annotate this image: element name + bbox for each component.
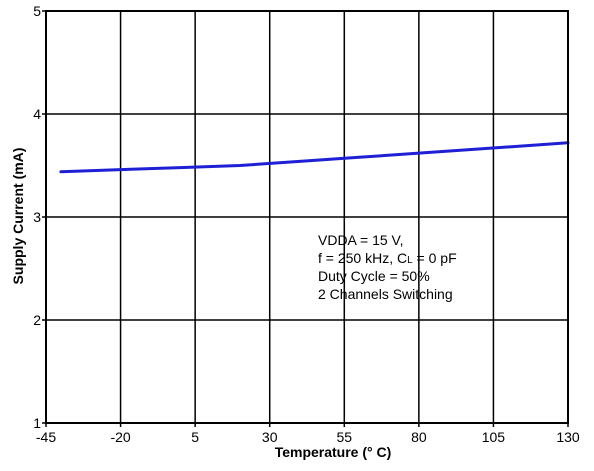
x-tick-label: -20	[110, 429, 130, 445]
y-tick-label: 3	[33, 209, 41, 225]
y-tick-label: 2	[33, 312, 41, 328]
y-axis-title: Supply Current (mA)	[10, 148, 26, 285]
x-tick-label: 30	[262, 429, 278, 445]
annotation-subscript: L	[407, 255, 413, 266]
y-tick-label: 1	[33, 415, 41, 431]
grid	[46, 11, 568, 423]
x-tick-label: 55	[336, 429, 352, 445]
annotation-line-3: Duty Cycle = 50%	[318, 268, 430, 284]
x-tick-label: 105	[482, 429, 506, 445]
y-tick-label: 5	[33, 3, 41, 19]
tick-labels: -45 -20 5 30 55 80 105 130 1 2 3 4 5	[33, 3, 580, 445]
x-tick-label: 5	[191, 429, 199, 445]
x-tick-label: 80	[411, 429, 427, 445]
annotation-line-2-main: f = 250 kHz, C	[318, 250, 407, 266]
annotation-line-2-tail: = 0 pF	[413, 250, 457, 266]
supply-current-series-line	[59, 141, 570, 174]
series-layer	[59, 141, 570, 174]
x-axis-title: Temperature (° C)	[275, 444, 392, 460]
annotation-text: VDDA = 15 V, f = 250 kHz, CL = 0 pF Duty…	[318, 232, 461, 302]
annotation-line-1: VDDA = 15 V,	[318, 232, 403, 248]
x-tick-label: 130	[556, 429, 580, 445]
y-tick-label: 4	[33, 106, 41, 122]
annotation-line-2: f = 250 kHz, CL = 0 pF	[318, 250, 457, 266]
x-tick-label: -45	[36, 429, 56, 445]
annotation-line-4: 2 Channels Switching	[318, 286, 453, 302]
